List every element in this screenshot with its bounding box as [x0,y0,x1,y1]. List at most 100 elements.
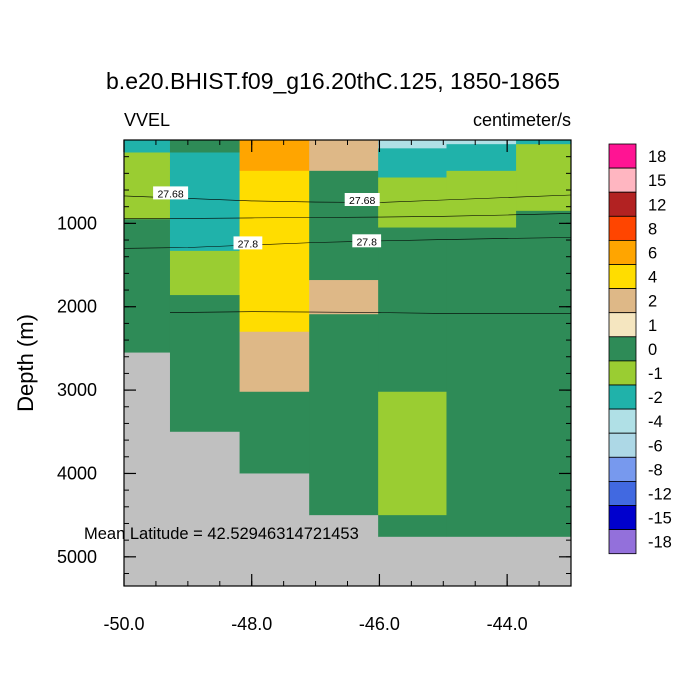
mean-latitude-annotation: Mean Latitude = 42.52946314721453 [84,525,359,543]
colorbar-swatch [608,505,637,531]
missing-value-cell [239,473,310,587]
missing-value-cell [446,536,517,587]
colorbar-label: 6 [648,244,657,262]
contour-label-box [344,193,380,206]
variable-label: VVEL [124,110,170,130]
colorbar-swatch [608,408,637,434]
contour-label: 27.8 [356,236,377,248]
contour-line [123,237,572,249]
heatmap-cell [309,280,379,315]
heatmap-cell [446,140,517,145]
chart-title: b.e20.BHIST.f09_g16.20thC.125, 1850-1865 [106,68,560,94]
colorbar: 18 15 12 8 6 4 2 1 0 -1 -2 -4 -6 -8 -12 -15 -18 [608,143,672,555]
contour-label-box [153,186,189,200]
heatmap-cell [239,140,310,172]
colorbar-label: -18 [648,534,672,552]
heatmap-cell [378,227,447,393]
y-axis-label: Depth (m) [13,314,38,412]
colorbar-swatch [608,336,637,362]
heatmap-cell [124,152,171,220]
colorbar-label: 15 [648,172,666,190]
heatmap-cell [239,391,310,474]
colorbar-swatch [608,384,637,410]
contour-label-box [352,234,382,248]
plot-cells [124,140,572,587]
colorbar-swatch [608,167,637,193]
missing-value-cell [124,352,171,587]
missing-value-cell [378,536,447,587]
heatmap-cell [239,331,310,393]
colorbar-swatch [608,312,637,338]
missing-value-cell [169,431,240,587]
colorbar-label: -6 [648,437,663,455]
colorbar-swatch [608,529,637,555]
heatmap-cell [124,219,171,353]
colorbar-swatch [608,143,637,169]
y-tick-label: 1000 [57,213,97,233]
colorbar-label: -12 [648,486,672,504]
colorbar-label: -1 [648,365,663,383]
y-tick-label: 2000 [57,297,97,317]
heatmap-cell [378,140,447,149]
plot-contours [123,194,572,314]
colorbar-swatch [608,191,637,217]
colorbar-label: -2 [648,389,663,407]
colorbar-label: 0 [648,341,657,359]
heatmap-cell [239,170,310,333]
colorbar-swatch [608,456,637,482]
heatmap-cell [378,177,447,228]
contour-line [169,311,571,314]
colorbar-label: 8 [648,220,657,238]
heatmap-cell [378,148,447,178]
x-tick-label: -46.0 [359,614,400,634]
colorbar-swatch [608,360,637,386]
heatmap-cell [169,250,240,296]
x-tick-label: -44.0 [487,614,528,634]
contour-label: 27.8 [238,238,259,250]
heatmap-cell [446,144,517,172]
colorbar-label: 1 [648,317,657,335]
heatmap-cell [169,140,240,153]
heatmap-cell [446,227,517,538]
heatmap-cell [516,140,572,145]
y-axis-ticks: 1000 2000 3000 4000 5000 [57,156,571,574]
colorbar-swatch [608,264,637,290]
colorbar-label: 12 [648,196,666,214]
y-tick-label: 4000 [57,463,97,483]
colorbar-swatch [608,215,637,241]
heatmap-cell [378,391,447,516]
colorbar-label: -8 [648,461,663,479]
contour-label: 27.68 [349,195,375,207]
colorbar-swatch [608,432,637,458]
y-tick-label: 3000 [57,380,97,400]
heatmap-cell [309,140,379,172]
colorbar-swatch [608,288,637,314]
colorbar-swatch [608,239,637,265]
missing-value-cell [309,515,379,587]
x-tick-label: -50.0 [103,614,144,634]
heatmap-cell [516,210,572,538]
units-label: centimeter/s [473,110,571,130]
y-tick-label: 5000 [57,547,97,567]
colorbar-swatch [608,480,637,506]
contour-label: 27.68 [157,188,183,200]
x-tick-label: -48.0 [231,614,272,634]
x-axis-ticks: -50.0 -48.0 -46.0 -44.0 [103,140,572,634]
heatmap-cell [169,295,240,433]
colorbar-label: 4 [648,269,657,287]
heatmap-cell [309,314,379,516]
colorbar-label: 18 [648,148,666,166]
heatmap-cell [169,152,240,252]
heatmap-cell [124,140,171,153]
colorbar-label: 2 [648,293,657,311]
heatmap-cell [378,515,447,538]
colorbar-label: -4 [648,413,663,431]
colorbar-label: -15 [648,510,672,528]
heatmap-cell [309,170,379,281]
contour-labels: 27.68 27.68 27.8 27.8 [153,186,382,250]
contour-label-box [233,236,263,250]
missing-value-cell [516,536,572,587]
heatmap-cell [516,144,572,212]
contour-line [124,213,572,219]
